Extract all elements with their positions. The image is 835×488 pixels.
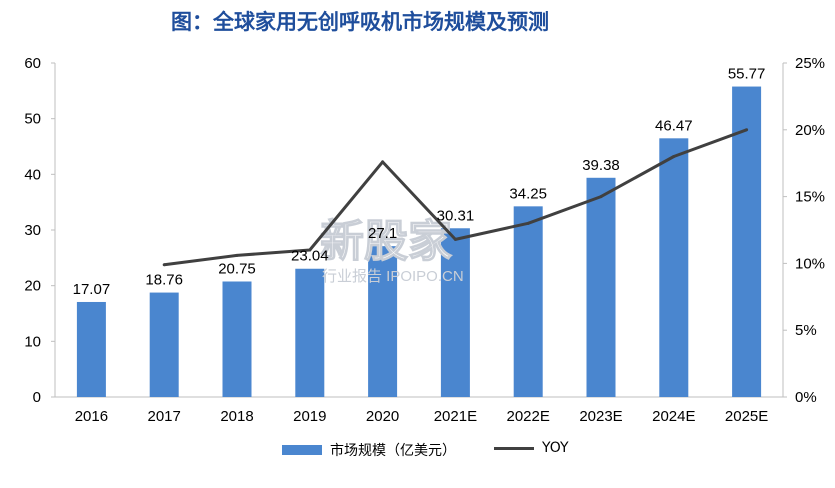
bar xyxy=(222,281,252,397)
legend-item-bar: 市场规模（亿美元） xyxy=(282,440,456,460)
yoy-point xyxy=(672,155,676,159)
legend: 市场规模（亿美元） YOY xyxy=(0,440,835,464)
bar xyxy=(586,177,616,397)
bar xyxy=(659,138,689,397)
yoy-point xyxy=(526,221,530,225)
bar-value-label: 34.25 xyxy=(509,185,547,202)
y-right-tick-label: 25% xyxy=(795,55,825,72)
y-right-tick-label: 20% xyxy=(795,122,825,139)
y-left-tick-label: 60 xyxy=(24,55,41,72)
bar-value-label: 17.07 xyxy=(73,281,111,298)
yoy-point xyxy=(308,248,312,252)
chart-title: 图：全球家用无创呼吸机市场规模及预测 xyxy=(171,10,549,34)
x-tick-label: 2024E xyxy=(652,408,695,425)
bar xyxy=(149,292,179,397)
y-right-tick-label: 0% xyxy=(795,389,817,406)
y-left-tick-label: 40 xyxy=(24,166,41,183)
yoy-point xyxy=(381,160,385,164)
bar xyxy=(295,268,325,397)
x-tick-label: 2023E xyxy=(579,408,622,425)
bar-value-label: 39.38 xyxy=(582,157,620,174)
bar-value-label: 30.31 xyxy=(437,207,475,224)
yoy-point xyxy=(235,253,239,257)
yoy-point xyxy=(599,195,603,199)
bar-value-label: 18.76 xyxy=(145,272,183,289)
legend-bar-label: 市场规模（亿美元） xyxy=(330,443,456,459)
y-right-tick-label: 15% xyxy=(795,189,825,206)
bar-value-label: 20.75 xyxy=(218,260,256,277)
bar xyxy=(440,228,470,397)
legend-line-label: YOY xyxy=(542,440,569,456)
bar-value-label: 55.77 xyxy=(728,66,766,83)
y-right-tick-label: 10% xyxy=(795,255,825,272)
bar-value-label: 46.47 xyxy=(655,117,693,134)
x-tick-label: 2021E xyxy=(434,408,477,425)
yoy-point xyxy=(453,237,457,241)
x-tick-label: 2016 xyxy=(75,408,108,425)
yoy-point xyxy=(162,263,166,267)
bar xyxy=(368,246,398,397)
x-tick-label: 2019 xyxy=(293,408,326,425)
yoy-line-series xyxy=(162,128,749,267)
legend-item-line: YOY xyxy=(494,440,569,456)
legend-line-swatch xyxy=(494,446,534,450)
y-left-tick-label: 20 xyxy=(24,278,41,295)
x-tick-label: 2022E xyxy=(507,408,550,425)
y-left-tick-label: 50 xyxy=(24,111,41,128)
y-right-tick-label: 5% xyxy=(795,322,817,339)
watermark: 新股家 行业报告 IPOIPO.CN xyxy=(319,215,464,285)
x-tick-label: 2017 xyxy=(148,408,181,425)
y-left-tick-label: 10 xyxy=(24,333,41,350)
x-tick-label: 2025E xyxy=(725,408,768,425)
legend-bar-swatch xyxy=(282,445,322,455)
bar-value-label: 23.04 xyxy=(291,248,329,265)
watermark-sub: 行业报告 IPOIPO.CN xyxy=(322,268,464,285)
y-left-tick-label: 30 xyxy=(24,222,41,239)
yoy-point xyxy=(745,128,749,132)
data-labels: 17.07 18.76 20.75 23.04 27.1 30.31 34.25 39.38 4… xyxy=(73,66,766,298)
x-tick-label: 2020 xyxy=(366,408,399,425)
bar xyxy=(76,301,106,397)
bar xyxy=(513,206,543,397)
x-tick-label: 2018 xyxy=(220,408,253,425)
bar xyxy=(732,86,762,397)
bar-series xyxy=(76,86,762,397)
y-left-tick-label: 0 xyxy=(33,389,41,406)
bar-value-label: 27.1 xyxy=(368,225,397,242)
watermark-main: 新股家 xyxy=(320,216,452,267)
